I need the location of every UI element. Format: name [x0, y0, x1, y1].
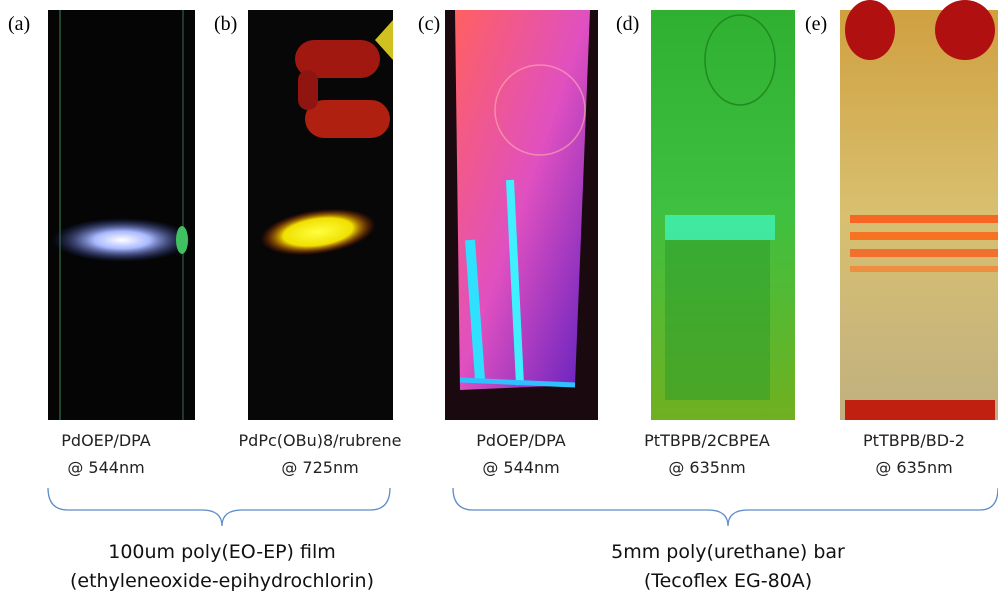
panel-caption: @ 725nm: [281, 458, 358, 477]
panel-caption: @ 635nm: [668, 458, 745, 477]
panel-caption: PdPc(OBu)8/rubrene: [239, 431, 402, 450]
panel-caption: PdOEP/DPA: [61, 431, 150, 450]
panel-caption: PtTBPB/BD-2: [863, 431, 965, 450]
figure: (a) PdOEP/DPA @ 544nm (b) PdPc(OBu)8/rubrene…: [0, 0, 998, 594]
brace: [48, 488, 390, 526]
photo: [445, 10, 598, 420]
panel-caption: @ 544nm: [67, 458, 144, 477]
group-label: 5mm poly(urethane) bar: [611, 541, 845, 563]
panel-label: (a): [8, 13, 30, 35]
photo: [248, 10, 393, 420]
panel-label: (e): [805, 13, 827, 35]
photo: [651, 10, 795, 420]
photo: [840, 0, 998, 420]
panel-label: (d): [616, 13, 639, 35]
group-label: (ethyleneoxide-epihydrochlorin): [70, 570, 374, 592]
panel-label: (c): [418, 13, 440, 35]
panel-caption: PdOEP/DPA: [476, 431, 565, 450]
photo: [48, 10, 195, 420]
panel-caption: PtTBPB/2CBPEA: [644, 431, 770, 450]
group-label: (Tecoflex EG-80A): [644, 570, 812, 592]
panel-label: (b): [214, 13, 237, 35]
panel-caption: @ 635nm: [875, 458, 952, 477]
brace: [453, 488, 998, 526]
panel-caption: @ 544nm: [482, 458, 559, 477]
group-label: 100um poly(EO-EP) film: [108, 541, 336, 563]
